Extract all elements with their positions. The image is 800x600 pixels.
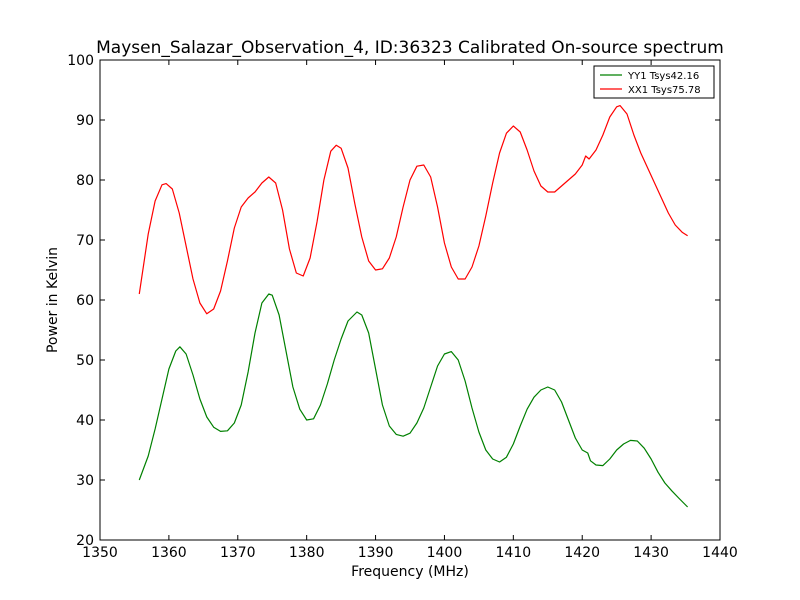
x-tick-label: 1390	[358, 545, 394, 561]
y-tick-label: 70	[76, 233, 94, 249]
x-tick-label: 1430	[633, 545, 669, 561]
x-tick-label: 1360	[151, 545, 187, 561]
x-tick-label: 1350	[82, 545, 118, 561]
y-tick-label: 20	[76, 533, 94, 549]
y-tick-label: 60	[76, 293, 94, 309]
y-tick-label: 100	[67, 53, 94, 69]
y-tick-label: 50	[76, 353, 94, 369]
y-tick-label: 80	[76, 173, 94, 189]
legend-entry-label: XX1 Tsys75.78	[628, 85, 701, 96]
legend-box	[593, 65, 715, 99]
y-tick-label: 30	[76, 473, 94, 489]
y-tick-label: 40	[76, 413, 94, 429]
chart-title: Maysen_Salazar_Observation_4, ID:36323 C…	[96, 38, 724, 58]
x-tick-label: 1420	[564, 545, 600, 561]
x-tick-label: 1440	[702, 545, 738, 561]
x-tick-label: 1370	[220, 545, 256, 561]
x-tick-label: 1400	[427, 545, 463, 561]
x-tick-label: 1380	[289, 545, 325, 561]
plot-area: 1350 1360 1370 1380 1390 1400 1410 1420 1430 1440…	[67, 53, 738, 561]
y-tick-label: 90	[76, 113, 94, 129]
x-axis-label: Frequency (MHz)	[351, 564, 469, 580]
legend: YY1 Tsys42.16 XX1 Tsys75.78	[593, 65, 715, 99]
series-line-0	[138, 293, 689, 508]
series-line-1	[138, 105, 688, 315]
x-tick-label: 1410	[496, 545, 532, 561]
y-axis-label: Power in Kelvin	[45, 247, 61, 353]
legend-entry-label: YY1 Tsys42.16	[627, 71, 699, 82]
